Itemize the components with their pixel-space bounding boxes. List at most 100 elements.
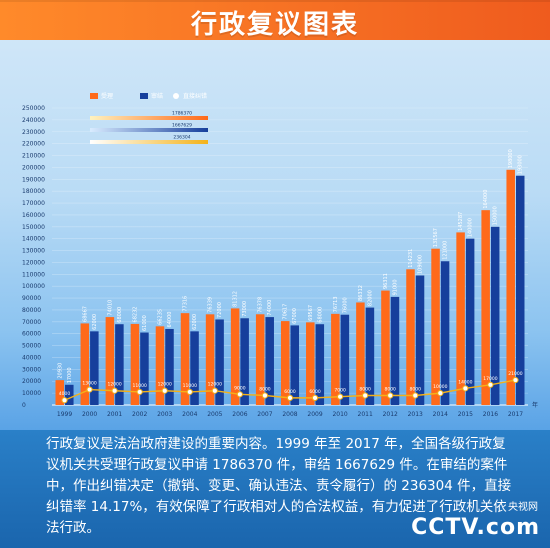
y-tick-label: 130000: [22, 248, 45, 255]
bar-concluded: [190, 331, 199, 405]
bar-chart: 0 10000 20000 30000 40000 50000 60000 70000 8000…: [22, 92, 538, 418]
bar-label-accepted: 68667: [82, 306, 88, 322]
line-point-label: 8000: [359, 386, 371, 392]
y-tick-label: 150000: [22, 224, 45, 231]
y-tick-label: 40000: [22, 354, 41, 361]
line-point: [86, 386, 93, 393]
x-tick-label: 2007: [257, 411, 272, 418]
footer-panel: [0, 430, 550, 548]
bar-label-accepted: 74010: [107, 300, 113, 316]
logo-brand: CCTV.com: [411, 515, 540, 540]
y-tick-label: 120000: [22, 259, 45, 266]
bar-label-concluded: 61000: [142, 315, 148, 331]
bar-concluded: [515, 175, 525, 405]
bar-label-concluded: 68000: [317, 307, 323, 323]
bar-concluded: [465, 238, 475, 405]
legend-total-bar: [90, 140, 208, 144]
y-tick-label: 110000: [22, 271, 45, 278]
bar-label-accepted: 164000: [483, 190, 489, 209]
y-tick-label: 90000: [22, 295, 41, 302]
line-point: [512, 376, 519, 384]
line-point: [412, 392, 419, 399]
bar-label-concluded: 67000: [292, 308, 298, 324]
line-point: [186, 388, 193, 396]
cctv-logo: 央视网 CCTV.com: [411, 500, 540, 540]
line-point-label: 8000: [410, 386, 422, 392]
x-tick-label: 2013: [408, 411, 423, 418]
y-tick-label: 100000: [22, 283, 45, 290]
bar-accepted: [456, 232, 465, 405]
bar-label-concluded: 74000: [267, 300, 273, 316]
bar-accepted: [406, 269, 415, 405]
bar-accepted: [331, 313, 340, 405]
bar-label-concluded: 76000: [342, 297, 348, 313]
y-tick-label: 140000: [22, 236, 45, 243]
bar-accepted: [105, 317, 115, 405]
bar-label-concluded: 150000: [493, 206, 499, 225]
line-point: [437, 390, 444, 397]
line-point-label: 10000: [433, 384, 447, 390]
bar-label-concluded: 64000: [167, 312, 173, 328]
chart-title: 行政复议图表: [190, 10, 359, 40]
x-tick-label: 2017: [508, 411, 523, 418]
bar-accepted: [306, 322, 315, 405]
line-point-label: 13000: [82, 381, 96, 387]
bar-label-accepted: 68232: [132, 307, 138, 323]
bar-label-concluded: 82000: [367, 290, 373, 306]
line-point: [337, 393, 344, 400]
bar-label-concluded: 17000: [67, 367, 73, 383]
line-point-label: 11000: [133, 383, 147, 389]
bar-label-accepted: 76713: [333, 296, 339, 312]
bar-concluded: [240, 318, 249, 405]
bar-concluded: [115, 324, 124, 405]
bar-label-accepted: 145287: [458, 212, 464, 231]
bar-label-concluded: 73000: [242, 301, 248, 317]
legend-swatch: [173, 93, 179, 99]
description-text: 行政复议是法治政府建设的重要内容。1999 年至 2017 年，全国各级行政复议…: [46, 436, 512, 536]
bar-concluded: [315, 324, 325, 405]
header-banner: 行政复议图表: [0, 0, 550, 40]
y-tick-label: 10000: [22, 390, 41, 397]
x-tick-label: 2004: [182, 411, 197, 418]
y-tick-label: 50000: [22, 343, 41, 350]
bar-label-concluded: 62000: [92, 314, 98, 330]
legend-total-label: 1667629: [172, 123, 192, 129]
bar-label-concluded: 109000: [418, 255, 424, 274]
y-tick-label: 0: [22, 402, 26, 409]
y-tick-label: 30000: [22, 366, 41, 373]
bar-concluded: [440, 261, 450, 405]
line-point-label: 21000: [508, 371, 522, 377]
x-tick-label: 2009: [307, 411, 322, 418]
bar-label-concluded: 193000: [518, 155, 524, 174]
bar-accepted: [481, 210, 490, 405]
bar-accepted: [130, 323, 140, 405]
bar-label-accepted: 66235: [157, 309, 163, 325]
bar-concluded: [490, 226, 500, 405]
y-tick-label: 240000: [22, 117, 45, 124]
bar-concluded: [340, 314, 350, 405]
y-tick-label: 200000: [22, 164, 45, 171]
bar-label-accepted: 96311: [383, 273, 389, 289]
line-point-label: 14000: [458, 379, 472, 385]
logo-subtitle: 央视网: [508, 502, 538, 513]
x-tick-label: 2003: [157, 411, 172, 418]
bar-label-concluded: 68000: [117, 307, 123, 323]
x-axis-unit: 年: [532, 401, 538, 409]
line-point: [211, 387, 218, 394]
y-tick-label: 230000: [22, 129, 45, 136]
bar-concluded: [165, 328, 174, 405]
bar-accepted: [180, 313, 190, 405]
bar-label-accepted: 20930: [57, 363, 63, 379]
bar-concluded: [65, 384, 74, 405]
x-tick-label: 2015: [458, 411, 473, 418]
line-point: [311, 394, 319, 401]
bar-label-accepted: 77316: [183, 296, 189, 312]
bar-label-concluded: 62000: [192, 314, 198, 330]
legend-label: 受理: [101, 92, 113, 100]
bar-accepted: [55, 380, 65, 405]
line-point-label: 12000: [208, 382, 222, 388]
bar-label-concluded: 91000: [392, 279, 398, 295]
bar-accepted: [205, 314, 215, 405]
bar-concluded: [415, 275, 425, 405]
legend-total-label: 236304: [173, 135, 190, 141]
